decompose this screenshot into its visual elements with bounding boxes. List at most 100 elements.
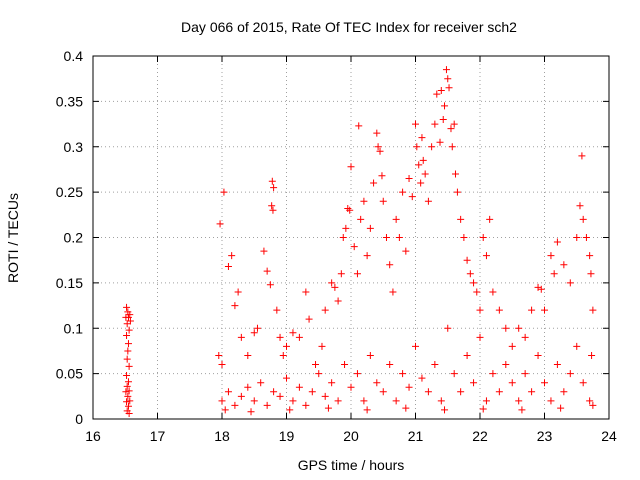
- y-axis-label: ROTI / TECUs: [5, 193, 21, 283]
- data-point: [231, 401, 239, 409]
- data-point: [295, 333, 303, 341]
- data-point: [216, 220, 224, 228]
- data-point: [495, 388, 503, 396]
- data-point: [482, 397, 490, 405]
- data-point: [448, 143, 456, 151]
- data-point: [486, 215, 494, 223]
- data-point: [515, 397, 523, 405]
- data-point: [489, 370, 497, 378]
- x-axis: 16 17 18 19 20 21 22 23 24: [85, 56, 617, 444]
- data-point: [470, 379, 478, 387]
- data-point: [413, 143, 421, 151]
- data-point: [337, 270, 345, 278]
- data-point: [482, 252, 490, 260]
- data-point: [466, 270, 474, 278]
- data-point: [418, 134, 426, 142]
- data-point: [305, 315, 313, 323]
- data-point: [431, 120, 439, 128]
- data-point: [521, 333, 529, 341]
- data-point: [283, 374, 290, 382]
- data-point: [123, 382, 131, 390]
- x-tick-label: 20: [343, 428, 359, 444]
- data-point: [324, 404, 332, 412]
- data-point: [250, 397, 258, 405]
- data-point: [463, 351, 471, 359]
- data-point: [476, 333, 484, 341]
- data-point: [479, 405, 487, 413]
- data-point: [344, 204, 352, 212]
- data-point: [566, 279, 574, 287]
- data-point: [476, 306, 484, 314]
- data-point: [126, 397, 134, 405]
- data-point: [126, 311, 134, 319]
- data-point: [586, 252, 594, 260]
- data-point: [547, 252, 555, 260]
- x-tick-label: 18: [214, 428, 230, 444]
- data-point: [123, 371, 131, 379]
- data-point: [273, 306, 281, 314]
- data-point: [508, 342, 516, 350]
- data-point: [521, 370, 529, 378]
- data-point: [573, 234, 581, 241]
- data-point: [370, 179, 378, 187]
- data-point: [357, 215, 365, 223]
- data-point: [424, 197, 432, 205]
- data-point: [341, 361, 349, 369]
- data-point: [502, 324, 510, 332]
- data-point: [374, 143, 382, 151]
- data-point: [289, 397, 297, 405]
- data-point: [363, 406, 371, 414]
- data-point: [268, 202, 276, 210]
- data-point: [586, 397, 594, 405]
- data-point: [479, 234, 487, 241]
- data-point: [123, 332, 131, 340]
- x-tick-label: 21: [408, 428, 424, 444]
- data-point: [125, 410, 133, 418]
- x-tick-label: 24: [601, 428, 617, 444]
- data-point: [412, 342, 419, 350]
- data-point: [576, 202, 584, 210]
- data-point: [321, 306, 329, 314]
- data-point: [457, 388, 465, 396]
- data-point: [399, 188, 407, 196]
- data-point: [312, 361, 320, 369]
- data-point: [124, 378, 132, 386]
- data-point: [244, 383, 252, 391]
- data-point: [339, 234, 347, 241]
- data-point: [334, 297, 342, 305]
- data-point: [573, 342, 581, 350]
- data-point: [231, 302, 239, 310]
- data-point: [419, 156, 427, 164]
- data-point: [392, 397, 400, 405]
- x-tick-label: 16: [85, 428, 101, 444]
- data-point: [518, 406, 526, 414]
- data-point: [318, 342, 326, 350]
- x-tick-label: 19: [279, 428, 295, 444]
- data-point: [378, 172, 386, 180]
- data-point: [433, 90, 441, 98]
- data-point: [534, 351, 542, 359]
- data-point: [266, 281, 274, 289]
- data-point: [405, 383, 413, 391]
- y-tick-label: 0: [75, 411, 83, 427]
- data-point: [123, 303, 131, 311]
- y-tick-label: 0.1: [64, 320, 84, 336]
- data-point: [402, 404, 410, 412]
- data-point: [534, 283, 542, 291]
- data-point: [353, 370, 361, 378]
- x-tick-label: 22: [472, 428, 488, 444]
- data-point: [553, 361, 561, 369]
- data-point: [587, 270, 595, 278]
- data-point: [515, 324, 523, 332]
- data-point: [263, 267, 271, 275]
- data-point: [218, 397, 226, 405]
- data-point: [347, 383, 355, 391]
- y-tick-label: 0.4: [64, 48, 84, 64]
- data-point: [470, 279, 478, 287]
- data-point: [386, 361, 394, 369]
- data-point: [237, 392, 245, 400]
- data-point: [289, 329, 297, 337]
- data-point: [557, 404, 565, 412]
- data-point: [347, 163, 355, 171]
- data-point: [321, 392, 329, 400]
